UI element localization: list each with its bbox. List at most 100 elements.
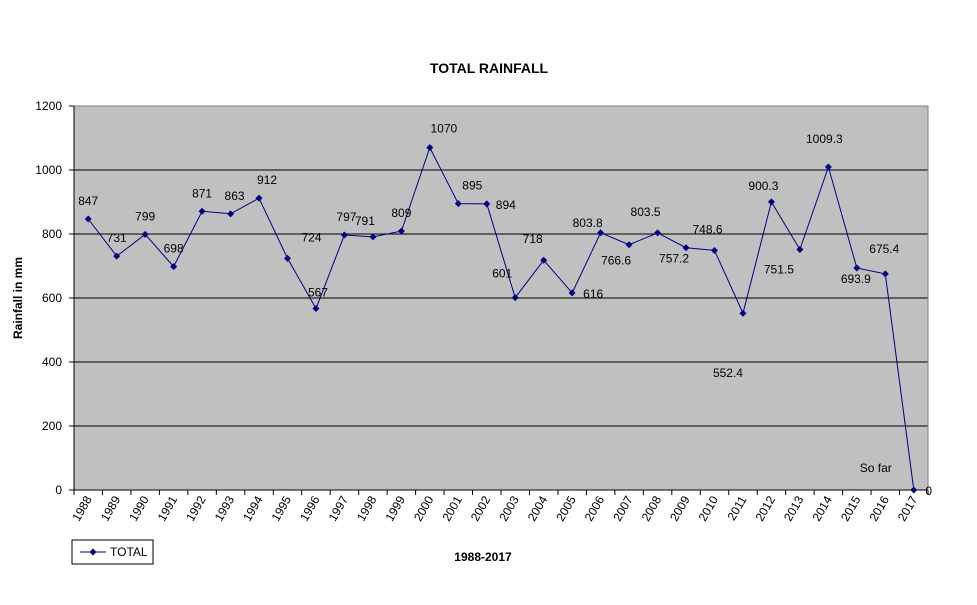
data-point-marker bbox=[910, 486, 918, 494]
data-label: 766.6 bbox=[601, 254, 631, 268]
data-label: 675.4 bbox=[869, 242, 899, 256]
y-tick-label: 800 bbox=[42, 227, 62, 241]
data-label: 757.2 bbox=[659, 252, 689, 266]
data-label: 797 bbox=[336, 210, 356, 224]
x-tick-label: 2008 bbox=[639, 493, 665, 523]
x-tick-label: 1995 bbox=[269, 493, 295, 523]
x-tick-label: 2005 bbox=[553, 493, 579, 523]
data-label: 718 bbox=[523, 232, 543, 246]
data-label: 912 bbox=[257, 173, 277, 187]
y-tick-label: 400 bbox=[42, 355, 62, 369]
data-point-marker bbox=[824, 163, 832, 171]
data-label: 847 bbox=[78, 194, 98, 208]
data-point-marker bbox=[483, 200, 491, 208]
series-line-total bbox=[87, 146, 915, 491]
data-point-marker bbox=[255, 194, 263, 202]
data-point-marker bbox=[198, 207, 206, 215]
data-label: 900.3 bbox=[748, 179, 778, 193]
data-label: 751.5 bbox=[764, 263, 794, 277]
y-tick-label: 0 bbox=[55, 483, 62, 497]
data-point-marker bbox=[767, 198, 775, 206]
x-tick-label: 1989 bbox=[98, 493, 124, 523]
data-point-marker bbox=[625, 241, 633, 249]
x-tick-label: 2017 bbox=[895, 493, 921, 523]
x-tick-label: 1997 bbox=[326, 493, 352, 523]
data-label: 799 bbox=[135, 209, 155, 223]
data-point-marker bbox=[881, 270, 889, 278]
x-tick-label: 2002 bbox=[468, 493, 494, 523]
data-point-marker bbox=[540, 256, 548, 264]
y-axis-title: Rainfall in mm bbox=[11, 257, 25, 339]
data-label: 748.6 bbox=[692, 222, 722, 236]
data-point-marker bbox=[511, 294, 519, 302]
data-label: 803.5 bbox=[631, 205, 661, 219]
data-label: 803.8 bbox=[573, 216, 603, 230]
legend-series-marker bbox=[89, 548, 97, 556]
data-label: 871 bbox=[192, 186, 212, 200]
data-point-marker bbox=[113, 252, 121, 260]
x-tick-label: 1998 bbox=[354, 493, 380, 523]
data-label: 809 bbox=[391, 206, 411, 220]
annotation-label: So far bbox=[860, 461, 892, 475]
data-label: 693.9 bbox=[841, 272, 871, 286]
data-point-marker bbox=[853, 264, 861, 272]
x-tick-label: 1991 bbox=[155, 493, 181, 523]
x-tick-label: 2016 bbox=[866, 493, 892, 523]
x-tick-label: 1999 bbox=[382, 493, 408, 523]
legend: TOTAL bbox=[71, 539, 154, 565]
data-point-marker bbox=[454, 200, 462, 208]
x-tick-label: 2010 bbox=[696, 493, 722, 523]
data-point-marker bbox=[227, 210, 235, 218]
data-point-marker bbox=[568, 289, 576, 297]
x-tick-label: 2015 bbox=[838, 493, 864, 523]
x-tick-label: 2012 bbox=[753, 493, 779, 523]
data-point-marker bbox=[682, 244, 690, 252]
data-label: 698 bbox=[164, 242, 184, 256]
data-point-marker bbox=[796, 246, 804, 254]
data-point-marker bbox=[654, 229, 662, 237]
x-tick-label: 1990 bbox=[126, 493, 152, 523]
data-label: 863 bbox=[225, 189, 245, 203]
x-tick-label: 2013 bbox=[781, 493, 807, 523]
data-label: 731 bbox=[107, 231, 127, 245]
data-label: 895 bbox=[462, 179, 482, 193]
x-tick-label: 2009 bbox=[667, 493, 693, 523]
data-point-marker bbox=[397, 227, 405, 235]
x-tick-label: 2001 bbox=[439, 493, 465, 523]
data-point-marker bbox=[170, 263, 178, 271]
x-tick-label: 2014 bbox=[809, 493, 835, 523]
data-label: 552.4 bbox=[713, 366, 743, 380]
data-label: 616 bbox=[583, 287, 603, 301]
data-point-marker bbox=[141, 230, 149, 238]
data-point-marker bbox=[739, 309, 747, 317]
data-label: 724 bbox=[302, 230, 322, 244]
y-tick-label: 1000 bbox=[35, 163, 62, 177]
x-tick-label: 2004 bbox=[525, 493, 551, 523]
data-point-marker bbox=[84, 215, 92, 223]
x-tick-label: 1996 bbox=[297, 493, 323, 523]
data-label: 601 bbox=[492, 267, 512, 281]
x-tick-label: 1988 bbox=[69, 493, 95, 523]
data-label: 1070 bbox=[430, 122, 457, 136]
x-tick-label: 1993 bbox=[212, 493, 238, 523]
data-point-marker bbox=[312, 305, 320, 313]
x-tick-label: 2000 bbox=[411, 493, 437, 523]
y-tick-label: 600 bbox=[42, 291, 62, 305]
x-tick-label: 2007 bbox=[610, 493, 636, 523]
y-tick-label: 1200 bbox=[35, 99, 62, 113]
x-tick-label: 1994 bbox=[240, 493, 266, 523]
data-label: 1009.3 bbox=[806, 132, 843, 146]
x-tick-label: 2003 bbox=[496, 493, 522, 523]
data-label: 791 bbox=[355, 214, 375, 228]
legend-series-label: TOTAL bbox=[110, 545, 148, 559]
chart-title: TOTAL RAINFALL bbox=[430, 60, 549, 76]
y-tick-label: 200 bbox=[42, 419, 62, 433]
data-label: 0 bbox=[925, 484, 932, 498]
data-label: 567 bbox=[308, 286, 328, 300]
data-point-marker bbox=[426, 144, 434, 152]
x-axis-title: 1988-2017 bbox=[454, 550, 512, 564]
x-tick-label: 1992 bbox=[183, 493, 209, 523]
